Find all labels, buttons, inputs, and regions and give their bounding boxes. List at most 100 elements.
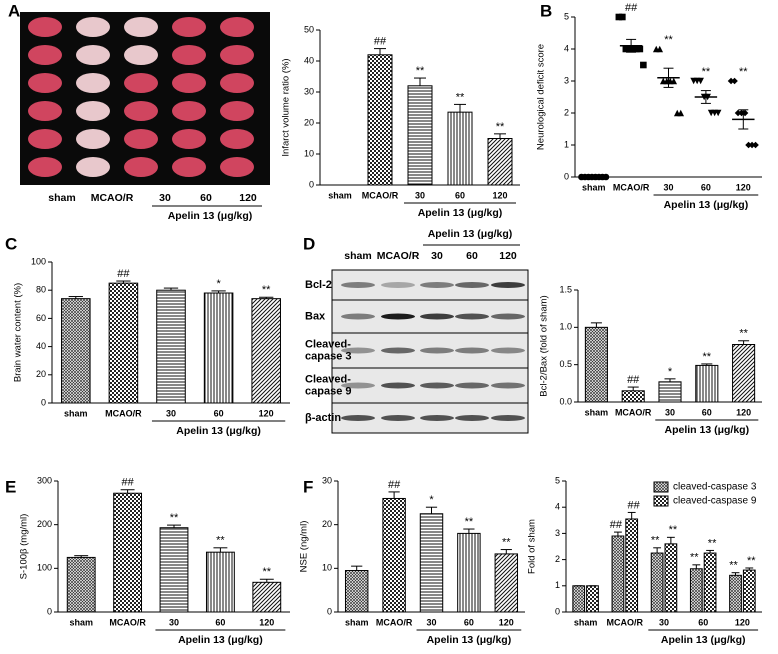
group-label: Apelin 13 (μg/kg) <box>418 207 503 219</box>
blot-band <box>341 382 375 389</box>
blot-band <box>491 382 525 389</box>
brain-slice <box>28 129 62 149</box>
brain-slice <box>220 129 254 149</box>
blot-band <box>420 347 454 354</box>
brain-slice <box>220 101 254 121</box>
brain-slice <box>172 17 206 37</box>
significance-label: ** <box>664 34 673 46</box>
y-tick-label: 1.0 <box>559 322 572 332</box>
blot-band <box>455 382 489 389</box>
x-tick-label: 30 <box>659 617 669 627</box>
significance-label: ** <box>747 555 756 567</box>
significance-label: ## <box>625 2 638 14</box>
x-tick-label: MCAO/R <box>105 408 142 418</box>
x-tick-label: 120 <box>259 408 274 418</box>
brain-slice <box>28 73 62 93</box>
dot <box>697 77 704 85</box>
y-tick-label: 20 <box>304 117 314 127</box>
legend-label: cleaved-caspase 9 <box>673 496 757 507</box>
bar <box>494 553 519 613</box>
bar <box>113 492 143 613</box>
x-tick-label: MCAO/R <box>607 617 644 627</box>
y-tick-label: 5 <box>555 475 560 485</box>
y-tick-label: 0 <box>41 397 46 407</box>
blot-row-label: capase 9 <box>305 385 351 397</box>
bar <box>108 282 139 404</box>
y-tick-label: 3 <box>564 75 569 85</box>
y-tick-label: 0 <box>47 606 52 616</box>
brain-slice <box>172 45 206 65</box>
brain-slice <box>76 73 110 93</box>
blot-band <box>491 415 525 421</box>
y-tick-label: 30 <box>304 86 314 96</box>
brain-slice <box>28 157 62 177</box>
blot-band <box>491 282 525 288</box>
significance-label: ## <box>628 499 641 511</box>
brain-slice <box>76 101 110 121</box>
brain-slice <box>124 73 158 93</box>
blot-row-label: β-actin <box>305 412 341 424</box>
brain-slice <box>124 17 158 37</box>
x-tick-label: 120 <box>735 617 750 627</box>
group-label: Apelin 13 (μg/kg) <box>428 228 513 240</box>
significance-label: ## <box>388 479 401 491</box>
lane-label: MCAO/R <box>377 250 420 262</box>
dot <box>748 141 756 149</box>
blot-band <box>341 282 375 288</box>
legend-label: cleaved-caspase 3 <box>673 482 757 493</box>
brain-slice <box>76 45 110 65</box>
bar <box>156 289 186 404</box>
x-tick-label: sham <box>574 617 598 627</box>
bar <box>586 585 599 613</box>
bar <box>419 513 444 613</box>
significance-label: ** <box>651 535 660 547</box>
brain-slice <box>124 129 158 149</box>
bar <box>658 381 682 403</box>
y-tick-label: 0 <box>564 171 569 181</box>
blot-band <box>420 382 454 389</box>
brain-slice <box>220 45 254 65</box>
bar <box>729 574 742 613</box>
blot-row-label: Bax <box>305 310 326 322</box>
blot-band <box>455 282 489 288</box>
brain-slice <box>220 157 254 177</box>
photo-label: 120 <box>239 192 257 204</box>
significance-label: ## <box>627 374 640 386</box>
dot <box>745 141 752 149</box>
y-tick-label: 20 <box>322 519 332 529</box>
significance-label: ** <box>465 516 474 528</box>
bar <box>457 532 481 613</box>
significance-label: ** <box>729 560 738 572</box>
brain-slice <box>28 17 62 37</box>
x-tick-label: 30 <box>663 182 673 192</box>
y-tick-label: 40 <box>304 55 314 65</box>
panel-letter: E <box>5 477 16 496</box>
blot-band <box>455 313 489 320</box>
panel-letter: C <box>5 234 17 253</box>
significance-label: ** <box>669 524 678 536</box>
blot-band <box>381 282 415 288</box>
y-tick-label: 1.5 <box>559 284 572 294</box>
lane-label: 30 <box>431 250 443 262</box>
y-tick-label: 2 <box>555 554 560 564</box>
brain-slice <box>76 129 110 149</box>
y-axis-label: Bcl-2/Bax (fold of sham) <box>539 295 550 396</box>
y-axis-label: Fold of sham <box>527 519 538 574</box>
bar <box>689 568 703 613</box>
x-tick-label: 30 <box>415 190 425 200</box>
significance-label: ## <box>374 36 387 48</box>
bar <box>703 552 717 613</box>
x-tick-label: 60 <box>702 407 712 417</box>
y-tick-label: 3 <box>555 528 560 538</box>
y-axis-label: Neurological deficit score <box>536 44 547 150</box>
bar <box>382 497 406 613</box>
y-tick-label: 300 <box>37 475 52 485</box>
significance-label: ** <box>702 66 711 78</box>
bar <box>66 556 96 613</box>
panel-letter: B <box>540 1 552 20</box>
bar <box>611 535 625 613</box>
bar <box>664 543 678 613</box>
significance-label: ** <box>502 536 511 548</box>
x-tick-label: 30 <box>169 617 179 627</box>
y-tick-label: 2 <box>564 107 569 117</box>
